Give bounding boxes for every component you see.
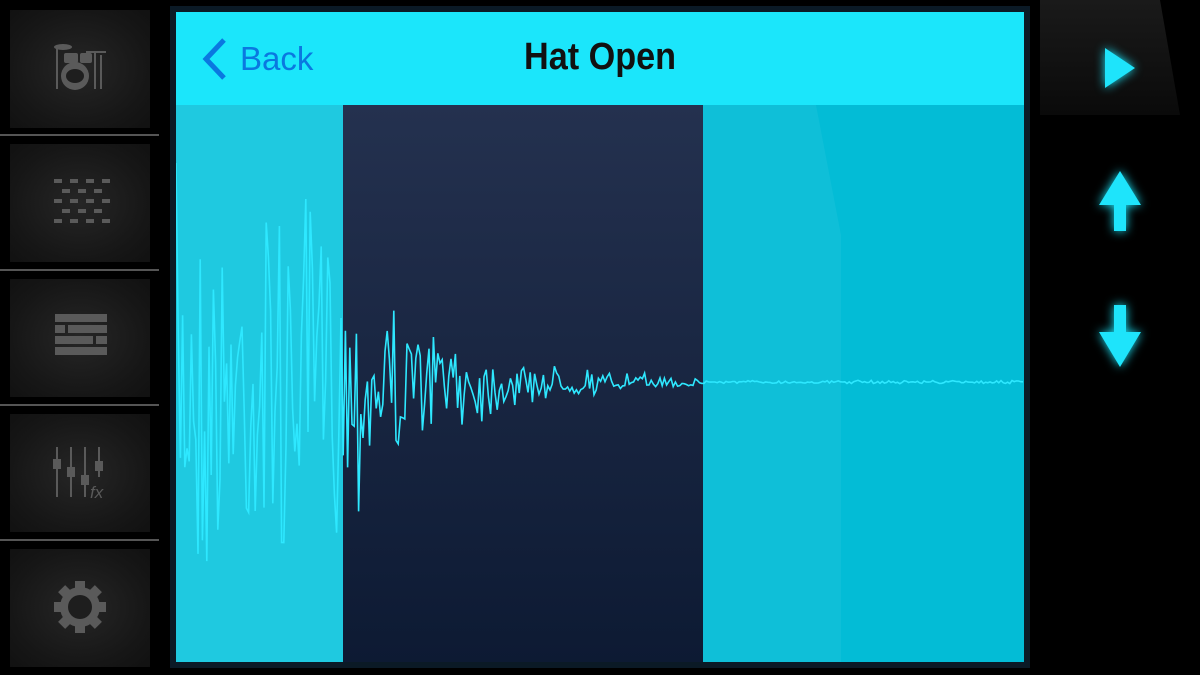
sidebar-item-song[interactable] xyxy=(10,279,150,397)
song-arrange-icon xyxy=(55,314,107,355)
sidebar-item-mixer[interactable]: fx xyxy=(10,414,150,532)
sidebar: fx xyxy=(0,0,160,675)
sidebar-item-settings[interactable] xyxy=(10,549,150,667)
play-button[interactable] xyxy=(1095,33,1145,103)
move-down-button[interactable] xyxy=(1095,302,1145,372)
waveform-view[interactable] xyxy=(176,105,1024,662)
sidebar-item-pattern[interactable] xyxy=(10,144,150,262)
gear-icon xyxy=(54,581,106,633)
back-button[interactable]: Back xyxy=(200,36,313,82)
drum-kit-icon xyxy=(54,44,106,90)
transport-bar xyxy=(1040,0,1200,675)
back-label: Back xyxy=(240,40,314,77)
pattern-grid-icon xyxy=(54,179,110,223)
trimmed-end-region xyxy=(703,105,1024,662)
mixer-fx-icon: fx xyxy=(53,447,104,502)
arrow-up-icon xyxy=(1099,171,1141,231)
fx-badge: fx xyxy=(90,483,104,502)
sidebar-item-kit[interactable] xyxy=(10,10,150,128)
divider xyxy=(0,404,159,406)
divider xyxy=(0,539,159,541)
chevron-left-icon xyxy=(202,38,226,80)
waveform-line xyxy=(176,162,1024,562)
selection-region[interactable] xyxy=(343,105,703,662)
header: Back Hat Open xyxy=(176,12,1024,105)
divider xyxy=(0,269,159,271)
move-up-button[interactable] xyxy=(1095,168,1145,238)
divider xyxy=(0,134,159,136)
arrow-down-icon xyxy=(1099,305,1141,367)
page-title: Hat Open xyxy=(523,36,677,78)
play-icon xyxy=(1105,48,1135,88)
